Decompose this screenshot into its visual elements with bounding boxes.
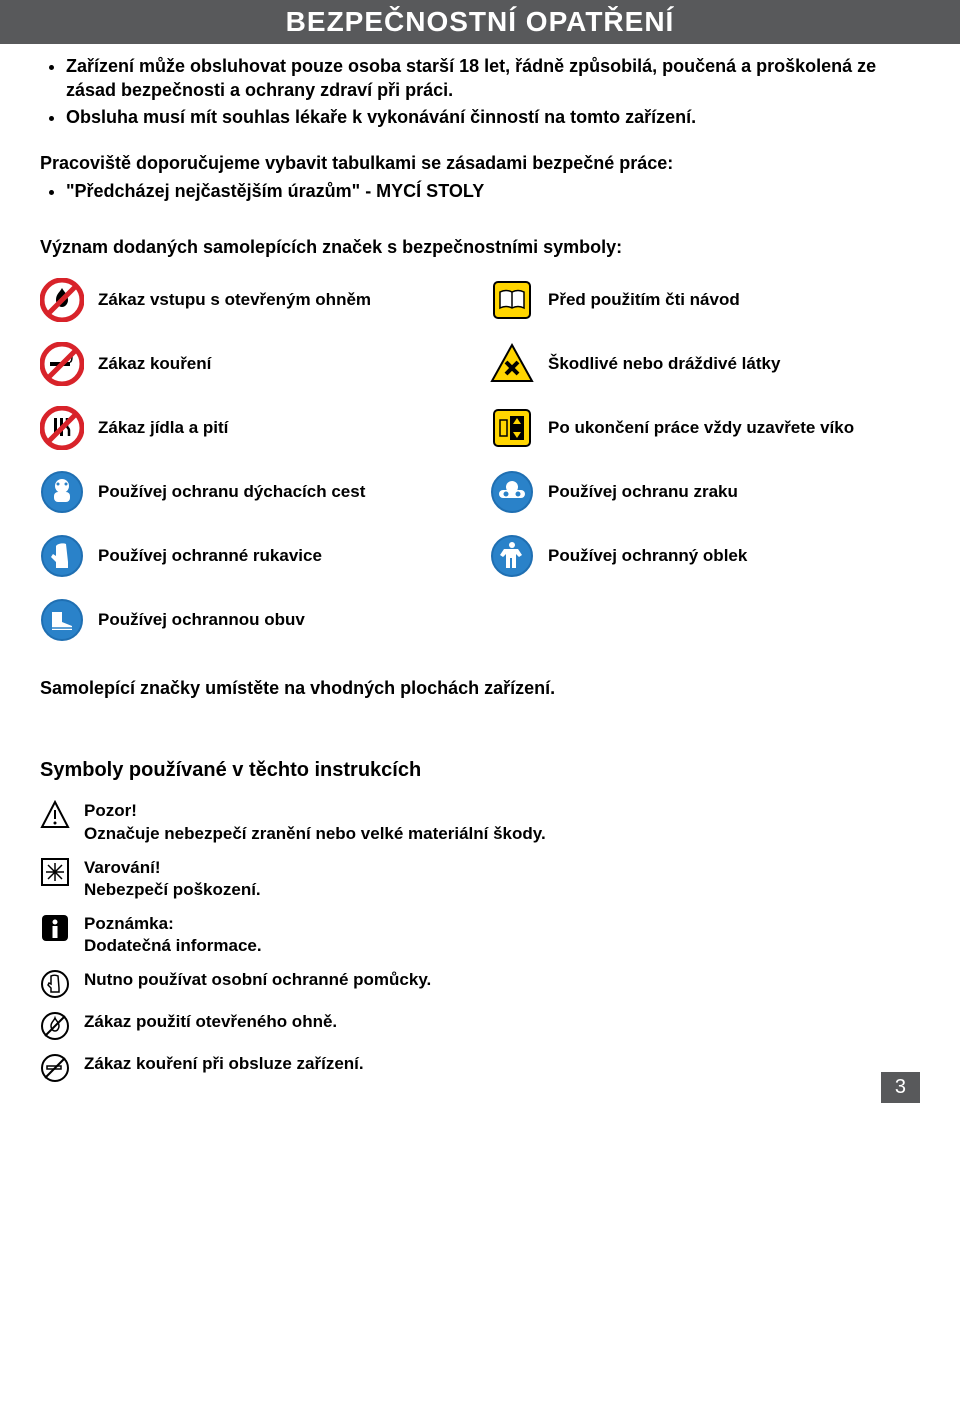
protective-suit-icon [490, 534, 534, 578]
workplace-line: Pracoviště doporučujeme vybavit tabulkam… [40, 151, 920, 175]
symbol-no-smoking: Zákaz kouření [40, 342, 470, 386]
instr-label: Poznámka: [84, 914, 174, 933]
instr-caution: Pozor! Označuje nebezpečí zranění nebo v… [40, 800, 920, 844]
symbol-close-lid: Po ukončení práce vždy uzavřete víko [490, 406, 920, 450]
glove-outline-icon [40, 969, 70, 999]
symbol-label: Používej ochrannou obuv [98, 610, 305, 630]
symbol-label: Škodlivé nebo dráždivé látky [548, 354, 780, 374]
harmful-irritant-icon [490, 342, 534, 386]
info-icon [40, 913, 70, 943]
page-number-text: 3 [895, 1076, 906, 1098]
symbol-harmful-irritant: Škodlivé nebo dráždivé látky [490, 342, 920, 386]
instr-note: Poznámka: Dodatečná informace. [40, 913, 920, 957]
eye-protection-icon [490, 470, 534, 514]
caution-triangle-icon [40, 800, 70, 830]
symbol-label: Používej ochranný oblek [548, 546, 747, 566]
intro-bullet-1: Zařízení může obsluhovat pouze osoba sta… [66, 54, 920, 103]
symbol-gloves: Používej ochranné rukavice [40, 534, 470, 578]
page: BEZPEČNOSTNÍ OPATŘENÍ Zařízení může obsl… [0, 0, 960, 1123]
intro-bullets: Zařízení může obsluhovat pouze osoba sta… [40, 54, 920, 129]
instr-text: Nutno používat osobní ochranné pomůcky. [84, 969, 431, 991]
page-number: 3 [881, 1072, 920, 1103]
symbol-label: Před použitím čti návod [548, 290, 740, 310]
instr-warning: Varování! Nebezpečí poškození. [40, 857, 920, 901]
symbol-label: Zákaz jídla a pití [98, 418, 228, 438]
instr-label: Zákaz kouření při obsluze zařízení. [84, 1054, 364, 1073]
instruction-symbol-list: Pozor! Označuje nebezpečí zranění nebo v… [40, 800, 920, 1083]
instr-label: Pozor! [84, 801, 137, 820]
symbol-eye-protection: Používej ochranu zraku [490, 470, 920, 514]
symbol-no-food-drink: Zákaz jídla a pití [40, 406, 470, 450]
close-lid-icon [490, 406, 534, 450]
legend-title: Význam dodaných samolepících značek s be… [40, 237, 920, 258]
read-manual-icon [490, 278, 534, 322]
intro-bullet-2: Obsluha musí mít souhlas lékaře k vykoná… [66, 105, 920, 129]
respirator-icon [40, 470, 84, 514]
instr-ppe: Nutno používat osobní ochranné pomůcky. [40, 969, 920, 999]
instr-sub: Nebezpečí poškození. [84, 880, 261, 899]
instr-text: Zákaz použití otevřeného ohně. [84, 1011, 337, 1033]
safety-boots-icon [40, 598, 84, 642]
instr-label: Zákaz použití otevřeného ohně. [84, 1012, 337, 1031]
no-smoking-icon [40, 342, 84, 386]
closing-line: Samolepící značky umístěte na vhodných p… [40, 678, 920, 699]
instructions-section-title: Symboly používané v těchto instrukcích [40, 759, 920, 782]
instr-label: Varování! [84, 858, 161, 877]
no-open-flame-icon [40, 278, 84, 322]
symbol-no-open-flame: Zákaz vstupu s otevřeným ohněm [40, 278, 470, 322]
page-title-text: BEZPEČNOSTNÍ OPATŘENÍ [286, 6, 675, 37]
instr-text: Poznámka: Dodatečná informace. [84, 913, 262, 957]
warning-burst-icon [40, 857, 70, 887]
symbol-label: Používej ochranu zraku [548, 482, 738, 502]
no-fire-outline-icon [40, 1011, 70, 1041]
instr-sub: Označuje nebezpečí zranění nebo velké ma… [84, 824, 546, 843]
symbol-protective-suit: Používej ochranný oblek [490, 534, 920, 578]
instr-no-fire: Zákaz použití otevřeného ohně. [40, 1011, 920, 1041]
symbol-label: Používej ochranné rukavice [98, 546, 322, 566]
symbol-label: Používej ochranu dýchacích cest [98, 482, 365, 502]
symbol-grid: Zákaz vstupu s otevřeným ohněm Před použ… [40, 278, 920, 642]
instr-no-smoking: Zákaz kouření při obsluze zařízení. [40, 1053, 920, 1083]
workplace-bullets: "Předcházej nejčastějším úrazům" - MYCÍ … [40, 179, 920, 203]
page-title-bar: BEZPEČNOSTNÍ OPATŘENÍ [0, 0, 960, 44]
instr-text: Varování! Nebezpečí poškození. [84, 857, 261, 901]
gloves-icon [40, 534, 84, 578]
instr-sub: Dodatečná informace. [84, 936, 262, 955]
workplace-bullet-1: "Předcházej nejčastějším úrazům" - MYCÍ … [66, 179, 920, 203]
no-smoking-outline-icon [40, 1053, 70, 1083]
symbol-read-manual: Před použitím čti návod [490, 278, 920, 322]
symbol-respirator: Používej ochranu dýchacích cest [40, 470, 470, 514]
symbol-label: Zákaz kouření [98, 354, 211, 374]
no-food-drink-icon [40, 406, 84, 450]
symbol-label: Po ukončení práce vždy uzavřete víko [548, 418, 854, 438]
symbol-safety-boots: Používej ochrannou obuv [40, 598, 920, 642]
instr-text: Zákaz kouření při obsluze zařízení. [84, 1053, 364, 1075]
instr-label: Nutno používat osobní ochranné pomůcky. [84, 970, 431, 989]
symbol-label: Zákaz vstupu s otevřeným ohněm [98, 290, 371, 310]
instr-text: Pozor! Označuje nebezpečí zranění nebo v… [84, 800, 546, 844]
